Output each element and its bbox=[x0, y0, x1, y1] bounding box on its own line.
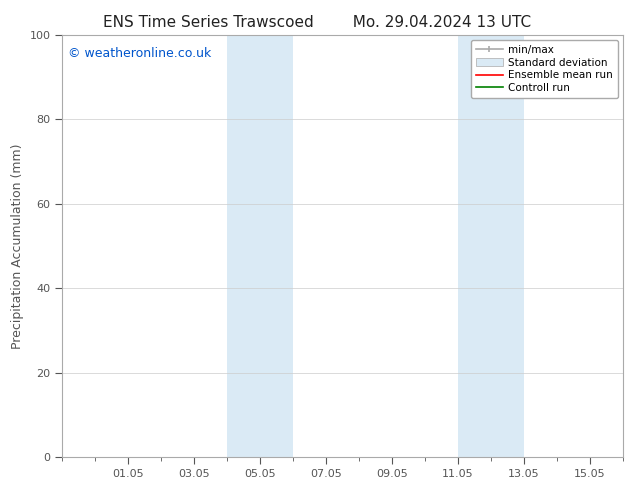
Y-axis label: Precipitation Accumulation (mm): Precipitation Accumulation (mm) bbox=[11, 143, 24, 349]
Text: ENS Time Series Trawscoed        Mo. 29.04.2024 13 UTC: ENS Time Series Trawscoed Mo. 29.04.2024… bbox=[103, 15, 531, 30]
Bar bbox=[228, 35, 294, 457]
Bar bbox=[458, 35, 524, 457]
Legend: min/max, Standard deviation, Ensemble mean run, Controll run: min/max, Standard deviation, Ensemble me… bbox=[471, 40, 618, 98]
Text: © weatheronline.co.uk: © weatheronline.co.uk bbox=[68, 48, 211, 60]
